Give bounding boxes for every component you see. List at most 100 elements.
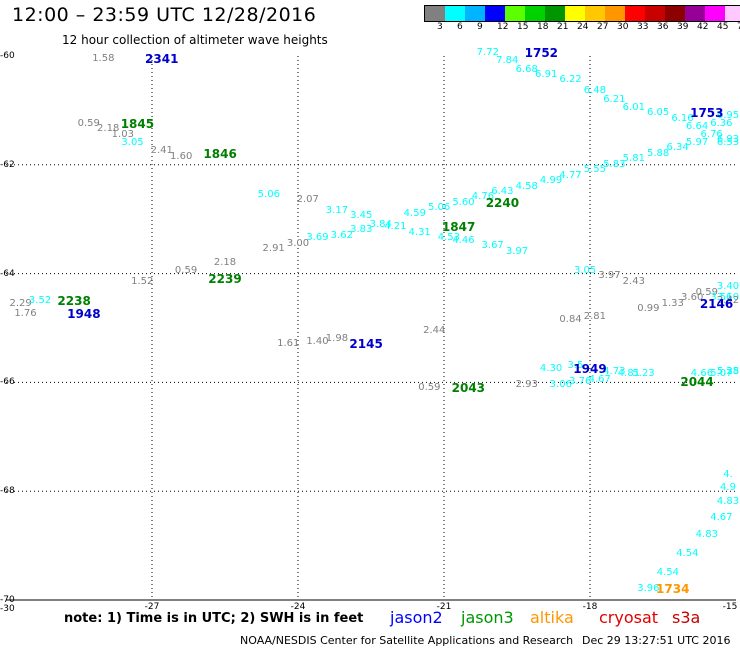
wave-height-value: 3.84 (369, 218, 392, 230)
satellite-altika: altika (530, 608, 574, 627)
pass-time-label: 2240 (485, 195, 520, 210)
legend-swatch (585, 6, 605, 21)
wave-height-value: 5.88 (646, 147, 670, 159)
wave-height-value: 6.43 (491, 186, 514, 197)
wave-height-value: 4.59 (403, 207, 426, 219)
legend-label: 70 (ft) (737, 22, 740, 32)
generation-timestamp: Dec 29 13:27:51 UTC 2016 (582, 634, 731, 647)
wave-height-value: 6.01 (622, 101, 645, 113)
wave-height-value: 1.58 (92, 52, 115, 64)
wave-height-value: 4.30 (539, 362, 563, 374)
legend-label: 39 (677, 22, 689, 32)
wave-height-value: 4.67 (588, 373, 611, 385)
wave-height-value: 0.59 (695, 286, 718, 298)
wave-height-value: 3.96 (637, 583, 660, 595)
y-tick-label: -70 (0, 595, 15, 605)
lat-lon-grid (6, 56, 736, 600)
legend-label: 12 (497, 22, 509, 32)
wave-height-value: 5.06 (427, 202, 451, 214)
wave-height-value: 6.68 (515, 63, 538, 75)
wave-height-value: 4.31 (408, 226, 431, 238)
wave-height-value: 5.25 (716, 365, 740, 377)
wave-height-value: 6.53 (716, 137, 740, 149)
footer-note: note: 1) Time is in UTC; 2) SWH is in fe… (64, 611, 364, 626)
pass-time-label: 1949 (573, 361, 607, 376)
wave-height-value: 3.56 (710, 292, 733, 304)
satellite-s3a: s3a (672, 608, 701, 627)
legend-label: 18 (537, 22, 549, 32)
legend-swatch (465, 6, 485, 21)
y-tick-label: -64 (0, 268, 15, 279)
wave-height-value: 6.16 (671, 112, 694, 124)
wave-height-value: 4.77 (559, 169, 582, 181)
pass-time-label: 2238 (57, 293, 91, 308)
legend-label: 45 (717, 22, 729, 32)
wave-height-value: 6.93 (716, 134, 740, 146)
wave-height-value: 4.9 (720, 482, 736, 494)
wave-height-value: 3.05 (573, 264, 597, 276)
pass-time-label: 2043 (451, 380, 486, 395)
wave-height-value: 5.97 (685, 137, 709, 149)
wave-height-value: 0.84 (559, 313, 582, 325)
wave-height-value: 3.60 (681, 292, 704, 304)
wave-height-value: 2.43 (622, 275, 645, 287)
page-subtitle: 12 hour collection of altimeter wave hei… (62, 33, 328, 47)
wave-height-value: 6.36 (710, 118, 733, 129)
legend-label: 15 (517, 22, 529, 32)
corner-label: -30 (0, 604, 15, 614)
wave-height-value: 3.17 (325, 205, 349, 217)
wave-height-value: 2.18 (97, 123, 120, 135)
wave-height-value: 1.61 (277, 338, 300, 350)
wave-height-value: 3.06 (549, 379, 572, 391)
wave-height-value: 7.84 (496, 55, 519, 67)
wave-height-value: 6.05 (646, 107, 670, 119)
legend-swatch (445, 6, 465, 21)
legend-label: 21 (557, 22, 569, 32)
wave-height-value: 4.83 (695, 528, 718, 540)
pass-time-label: 1753 (690, 106, 724, 121)
satellite-jason2: jason2 (390, 608, 443, 627)
wave-height-value: 2.93 (515, 379, 538, 391)
legend-swatch (665, 6, 685, 21)
wave-height-value: 3.00 (286, 237, 310, 249)
wave-height-value: 3.76 (569, 376, 592, 388)
pass-time-label: 2145 (349, 337, 383, 352)
wave-height-value: 3.52 (28, 294, 52, 306)
x-tick-label: -18 (582, 602, 598, 612)
wave-height-value: 4.83 (716, 496, 740, 508)
wave-height-value: 0.59 (77, 118, 100, 129)
pass-time-label: 2239 (208, 272, 242, 287)
pass-time-label: 1948 (67, 307, 101, 322)
pass-time-label: 2341 (145, 51, 179, 66)
legend-label: 36 (657, 22, 669, 32)
wave-height-value: 6.48 (583, 85, 606, 97)
wave-height-value: 7.72 (476, 47, 499, 59)
wave-height-value: 3.97 (598, 270, 621, 282)
wave-height-value: 3.67 (481, 240, 504, 252)
wave-height-value: 5.06 (257, 188, 280, 200)
wave-height-value: 4.21 (384, 221, 407, 233)
wave-height-value: 3.5 (567, 360, 584, 372)
wave-height-value: 1.98 (325, 332, 349, 344)
pass-time-label: 2044 (680, 375, 714, 390)
legend-swatch (545, 6, 565, 21)
legend-swatch (685, 6, 705, 21)
wave-height-value: 1.40 (306, 335, 329, 347)
wave-height-value: 0.99 (637, 302, 660, 314)
legend-swatch (525, 6, 545, 21)
legend-label: 24 (577, 22, 589, 32)
wave-height-value: 3.40 (716, 281, 740, 293)
wave-height-value: 2.42 (716, 294, 740, 306)
wave-height-value: 1.33 (661, 297, 684, 309)
pass-time-label: 1752 (524, 46, 559, 61)
legend-label: 6 (457, 22, 463, 32)
wave-height-value: 5.55 (583, 164, 606, 176)
wave-height-value: 1.76 (14, 308, 37, 320)
y-tick-label: -60 (0, 51, 15, 61)
wave-height-value: 3.62 (330, 229, 353, 241)
wave-height-value: 0.59 (418, 381, 441, 393)
wave-height-value: 4.54 (656, 566, 679, 578)
legend-label: 42 (697, 22, 709, 32)
wave-height-value: 5.81 (622, 153, 645, 165)
legend-swatch (625, 6, 645, 21)
